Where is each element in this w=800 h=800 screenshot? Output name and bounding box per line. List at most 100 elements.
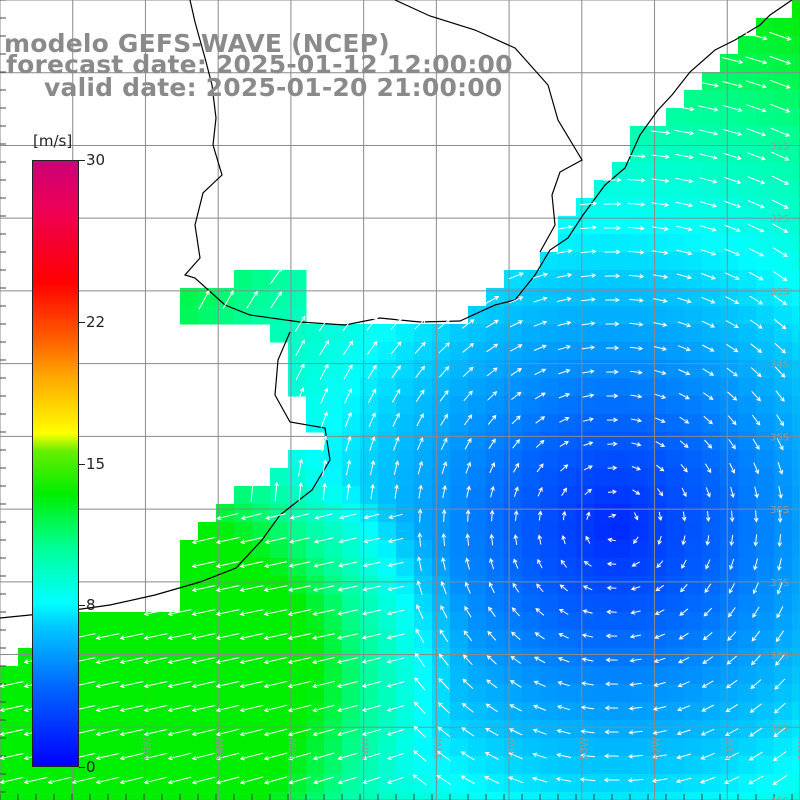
- wind-cell: [630, 666, 649, 685]
- wind-arrow: [191, 633, 216, 641]
- wind-arrow: [508, 272, 524, 280]
- wind-arrow: [345, 435, 352, 452]
- wind-cell: [414, 486, 433, 505]
- wind-cell: [306, 342, 325, 361]
- wind-cell: [360, 594, 379, 613]
- wind-cell: [774, 108, 793, 127]
- wind-cell: [792, 18, 800, 37]
- wind-cell: [270, 594, 289, 613]
- wind-cell: [324, 648, 343, 667]
- wind-cell: [414, 594, 433, 613]
- wind-arrow: [702, 344, 715, 352]
- wind-cell: [234, 504, 253, 523]
- wind-cell: [180, 594, 199, 613]
- axis-tick-labels: 60W59W58W57W56W55W54W53W52W51W50W31S32S3…: [70, 141, 800, 800]
- wind-arrow: [729, 558, 735, 571]
- wind-cell: [684, 576, 703, 595]
- wind-cell: [144, 756, 163, 775]
- lat-tick-label: 36S: [770, 505, 789, 516]
- wind-cell: [252, 756, 271, 775]
- wind-arrow: [321, 435, 328, 452]
- wind-cell: [270, 756, 289, 775]
- wind-cell: [576, 468, 595, 487]
- wind-cell: [162, 612, 181, 631]
- wind-arrow: [191, 752, 216, 761]
- wind-cell: [216, 666, 235, 685]
- wind-arrow: [651, 778, 668, 784]
- wind-arrow: [487, 390, 498, 401]
- wind-cell: [756, 522, 775, 541]
- wind-cell: [576, 198, 595, 217]
- wind-arrow: [462, 654, 473, 666]
- wind-cell: [720, 468, 739, 487]
- lat-tick-label: 31S: [770, 141, 789, 152]
- wind-cell: [180, 684, 199, 703]
- wind-arrow: [749, 703, 762, 713]
- wind-cell: [612, 558, 631, 577]
- wind-arrow: [143, 728, 168, 737]
- wind-arrow: [437, 318, 451, 330]
- wind-cell: [612, 378, 631, 397]
- wind-cell: [612, 522, 631, 541]
- wind-cell: [612, 396, 631, 415]
- wind-arrow: [344, 411, 352, 428]
- wind-cell: [468, 540, 487, 559]
- wind-cell: [378, 666, 397, 685]
- wind-arrow: [191, 536, 216, 545]
- wind-cell: [774, 126, 793, 145]
- wind-cell: [270, 324, 289, 343]
- wind-cell: [234, 738, 253, 757]
- wind-arrow: [535, 439, 545, 448]
- wind-arrow: [606, 417, 619, 423]
- wind-cell: [162, 720, 181, 739]
- wind-cell: [270, 306, 289, 325]
- wind-cell: [504, 792, 523, 800]
- wind-arrow: [631, 561, 640, 567]
- wind-arrow: [119, 657, 144, 665]
- wind-cell: [792, 432, 800, 451]
- wind-cell: [720, 774, 739, 793]
- wind-cell: [486, 792, 505, 800]
- wind-cell: [126, 756, 145, 775]
- wind-cell: [702, 306, 721, 325]
- wind-cell: [756, 252, 775, 271]
- wind-cell: [360, 756, 379, 775]
- wind-cell: [468, 450, 487, 469]
- wind-arrow: [654, 393, 667, 399]
- wind-arrow: [143, 752, 168, 761]
- wind-cell: [360, 738, 379, 757]
- wind-cell: [18, 648, 37, 667]
- wind-arrow: [167, 728, 192, 737]
- wind-cell: [594, 702, 613, 721]
- wind-cell: [702, 288, 721, 307]
- wind-cell: [342, 324, 361, 343]
- wind-arrow: [653, 657, 666, 663]
- wind-cell: [576, 324, 595, 343]
- wind-cell: [666, 198, 685, 217]
- wind-cell: [648, 216, 667, 235]
- wind-cell: [720, 90, 739, 109]
- wind-arrow: [368, 412, 376, 428]
- wind-arrow: [289, 513, 310, 520]
- wind-arrow: [47, 776, 72, 785]
- wind-cell: [522, 450, 541, 469]
- wind-cell: [774, 144, 793, 163]
- wind-cell: [216, 630, 235, 649]
- wind-arrow: [725, 320, 739, 329]
- wind-cell: [540, 306, 559, 325]
- wind-arrow: [416, 580, 423, 596]
- wind-cell: [792, 108, 800, 127]
- wind-cell: [270, 684, 289, 703]
- wind-cell: [18, 684, 37, 703]
- wind-cell: [702, 450, 721, 469]
- colorbar: [32, 160, 79, 767]
- wind-cell: [486, 774, 505, 793]
- wind-arrow: [312, 704, 335, 713]
- wind-cell: [342, 396, 361, 415]
- wind-cell: [558, 216, 577, 235]
- wind-cell: [630, 774, 649, 793]
- wind-arrow: [486, 679, 498, 689]
- wind-cell: [126, 648, 145, 667]
- wind-arrow: [215, 536, 240, 545]
